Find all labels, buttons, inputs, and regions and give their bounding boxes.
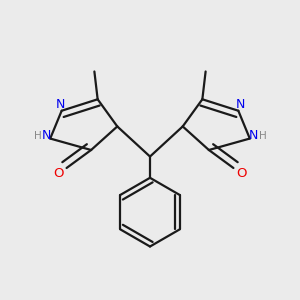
Text: N: N [235,98,245,111]
Text: H: H [259,131,267,141]
Text: N: N [42,129,51,142]
Text: N: N [55,98,65,111]
Text: O: O [53,167,64,180]
Text: O: O [236,167,247,180]
Text: N: N [249,129,258,142]
Text: H: H [34,131,42,141]
